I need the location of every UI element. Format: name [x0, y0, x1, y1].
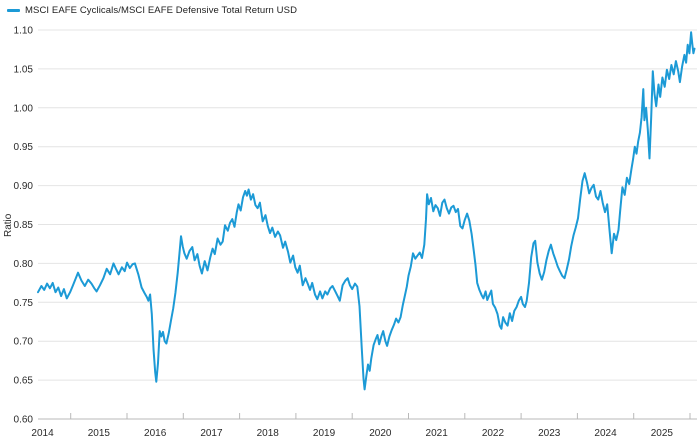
y-axis-tick-label: 1.10: [14, 26, 34, 37]
x-axis-tick-label: 2014: [31, 428, 54, 439]
x-axis-tick-label: 2021: [426, 428, 449, 439]
legend-line-swatch: [7, 9, 20, 12]
x-axis-tick-label: 2024: [594, 428, 617, 439]
y-axis-tick-label: 0.85: [14, 220, 34, 231]
y-axis-tick-label: 0.70: [14, 337, 34, 348]
y-axis-tick-label: 1.05: [14, 64, 34, 75]
y-axis-tick-label: 0.75: [14, 298, 34, 309]
x-axis-tick-label: 2023: [538, 428, 561, 439]
y-axis-tick-label: 0.90: [14, 181, 34, 192]
x-axis-tick-label: 2020: [369, 428, 392, 439]
legend-series-label: MSCI EAFE Cyclicals/MSCI EAFE Defensive …: [25, 5, 298, 16]
chart-legend: MSCI EAFE Cyclicals/MSCI EAFE Defensive …: [7, 5, 297, 16]
x-axis-tick-label: 2016: [144, 428, 167, 439]
y-axis-tick-label: 0.65: [14, 376, 34, 387]
x-axis-tick-label: 2015: [88, 428, 111, 439]
series-line: [37, 31, 696, 391]
x-axis-tick-label: 2018: [257, 428, 280, 439]
y-axis-tick-label: 0.95: [14, 142, 34, 153]
y-axis-tick-label: 1.00: [14, 103, 34, 114]
x-axis-tick-label: 2017: [200, 428, 223, 439]
x-axis-tick-label: 2022: [482, 428, 505, 439]
y-axis-tick-label: 0.80: [14, 259, 34, 270]
y-axis-tick-label: 0.60: [14, 415, 34, 426]
x-axis-tick-label: 2025: [651, 428, 674, 439]
x-axis-tick-label: 2019: [313, 428, 336, 439]
y-axis-title: Ratio: [3, 213, 14, 237]
